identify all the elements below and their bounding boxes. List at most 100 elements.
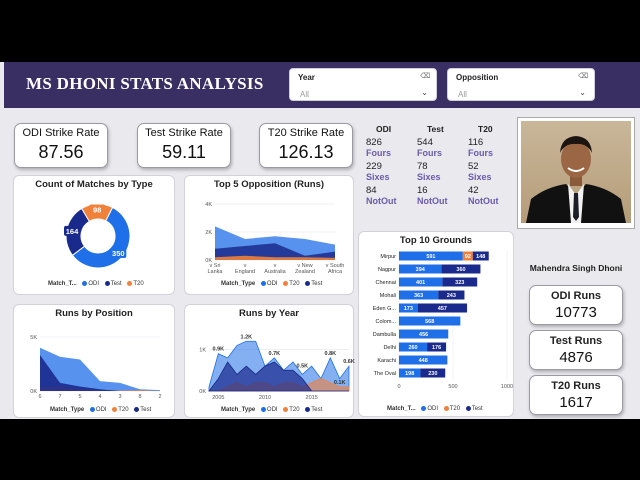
- ground-bar-odi[interactable]: [399, 251, 463, 261]
- bar-data-label: 198: [405, 371, 414, 377]
- fours-value: 826: [366, 137, 382, 148]
- matches-by-type-panel: Count of Matches by Type 350 164 98 Match_…: [13, 175, 175, 295]
- grounds-bar-chart: 0 500 1000 Mirpur 591 92 148 Nagpur 394 360 Chenna…: [373, 250, 513, 390]
- data-label: 0.7K: [269, 351, 281, 357]
- ground-label: The Oval: [374, 371, 396, 377]
- t20-runs-card: T20 Runs 1617: [529, 375, 623, 415]
- runs-label: ODI Runs: [550, 290, 602, 302]
- x-tick-label: 2: [158, 394, 161, 400]
- x-tick-label: 0: [397, 384, 400, 390]
- bar-data-label: 591: [426, 254, 435, 260]
- data-label: 1.2K: [241, 334, 253, 340]
- chart-title: Top 10 Grounds: [399, 235, 473, 246]
- runs-by-year-panel: Runs by Year 1K 0K 2005 2010 2015 0.9K 1.2K 0.7…: [184, 304, 355, 418]
- ground-bar-odi[interactable]: [399, 329, 449, 339]
- notout-value: 42: [468, 185, 479, 196]
- ground-bar-test[interactable]: [427, 342, 447, 352]
- ground-bar-test[interactable]: [442, 277, 478, 287]
- donut-data-label: 164: [66, 227, 79, 236]
- ground-bar-odi[interactable]: [399, 277, 443, 287]
- legend-title: Match_T...: [387, 406, 416, 413]
- x-tick-label: v Sri: [210, 263, 221, 269]
- notout-label: NotOut: [417, 196, 448, 206]
- chevron-down-icon[interactable]: ⌄: [579, 88, 586, 97]
- area-series-t20[interactable]: [215, 255, 335, 260]
- legend-test: Test: [311, 407, 323, 414]
- legend-t20: T20: [449, 406, 461, 413]
- x-tick-label: 2010: [259, 395, 271, 401]
- ground-bar-test[interactable]: [472, 251, 489, 261]
- runs-label: T20 Runs: [551, 380, 601, 392]
- ground-bar-odi[interactable]: [399, 316, 461, 326]
- area-series-odi[interactable]: [40, 347, 160, 391]
- y-tick-label: 4K: [205, 202, 212, 208]
- chart-legend: Match_Type ODI T20 Test: [221, 407, 322, 413]
- sixes-label: Sixes: [468, 172, 492, 182]
- x-tick-label: v South: [326, 263, 345, 269]
- bar-data-label: 92: [465, 254, 471, 260]
- runs-value: 4876: [559, 349, 593, 366]
- chart-legend: Match_T... ODI Test T20: [48, 281, 144, 287]
- x-tick-label: Zealand: [295, 269, 315, 275]
- top5-opposition-panel: Top 5 Opposition (Runs) 4K 2K 0K v Sri Lanka…: [184, 175, 354, 295]
- y-tick-label: 0K: [199, 389, 206, 395]
- year-filter[interactable]: Year ⌫ All ⌄: [289, 68, 437, 101]
- ground-bar-odi[interactable]: [399, 355, 448, 365]
- ground-bar-odi[interactable]: [399, 303, 418, 313]
- chart-title: Count of Matches by Type: [35, 179, 153, 190]
- clear-filter-icon[interactable]: ⌫: [578, 73, 588, 80]
- bar-data-label: 363: [414, 293, 423, 299]
- x-tick-label: 2015: [306, 395, 318, 401]
- bar-data-label: 360: [456, 267, 465, 273]
- ground-bar-t20[interactable]: [462, 251, 473, 261]
- notout-value: 84: [366, 185, 377, 196]
- legend-title: Match_Type: [221, 407, 256, 414]
- year-filter-label: Year: [298, 73, 315, 82]
- chevron-down-icon[interactable]: ⌄: [421, 88, 428, 97]
- legend-odi: ODI: [95, 407, 107, 414]
- chart-title: Top 5 Opposition (Runs): [213, 179, 325, 190]
- ground-bar-odi[interactable]: [399, 368, 421, 378]
- y-tick-label: 2K: [205, 230, 212, 236]
- x-tick-label: 8: [138, 394, 141, 400]
- ground-bar-odi[interactable]: [399, 264, 442, 274]
- x-tick-label: 1000: [501, 384, 513, 390]
- area-series-test[interactable]: [40, 355, 160, 391]
- ground-bar-test[interactable]: [441, 264, 481, 274]
- odi-stats-column: ODI 826 Fours 229 Sixes 84 NotOut: [366, 124, 397, 206]
- ground-bar-test[interactable]: [417, 303, 468, 313]
- fours-label: Fours: [366, 148, 392, 158]
- donut-label-bg: [89, 204, 106, 215]
- opposition-filter[interactable]: Opposition ⌫ All ⌄: [447, 68, 595, 101]
- bar-data-label: 568: [425, 319, 434, 325]
- chart-legend: Match_Type ODI T20 Test: [50, 407, 151, 413]
- ground-bar-test[interactable]: [438, 290, 465, 300]
- test-runs-card: Test Runs 4876: [529, 330, 623, 370]
- ground-label: Delhi: [383, 345, 396, 351]
- notout-label: NotOut: [366, 196, 397, 206]
- data-label: 0.6K: [343, 359, 355, 365]
- kpi-label: T20 Strike Rate: [267, 127, 345, 139]
- kpi-label: ODI Strike Rate: [22, 127, 100, 139]
- sixes-value: 52: [468, 161, 479, 172]
- legend-odi: ODI: [88, 281, 100, 288]
- ground-bar-test[interactable]: [420, 368, 446, 378]
- chart-legend: Match_Type ODI T20 Test: [221, 281, 322, 287]
- ground-label: Mohali: [380, 293, 396, 299]
- ground-label: Chennai: [376, 280, 397, 286]
- clear-filter-icon[interactable]: ⌫: [420, 73, 430, 80]
- runs-label: Test Runs: [549, 335, 603, 347]
- fours-value: 116: [468, 137, 484, 148]
- position-area-chart: 5K 0K6 7 5 4 3 8 2: [30, 335, 161, 400]
- y-tick-label: 5K: [30, 335, 37, 341]
- ground-label: Eden G...: [373, 306, 397, 312]
- ground-bar-odi[interactable]: [399, 342, 428, 352]
- fours-label: Fours: [468, 148, 494, 158]
- bar-data-label: 260: [408, 345, 417, 351]
- bar-data-label: 243: [447, 293, 456, 299]
- legend-title: Match_Type: [50, 407, 85, 414]
- x-tick-label: v New: [297, 263, 312, 269]
- year-series-test[interactable]: [208, 361, 349, 392]
- ground-bar-odi[interactable]: [399, 290, 439, 300]
- kpi-label: Test Strike Rate: [145, 127, 223, 139]
